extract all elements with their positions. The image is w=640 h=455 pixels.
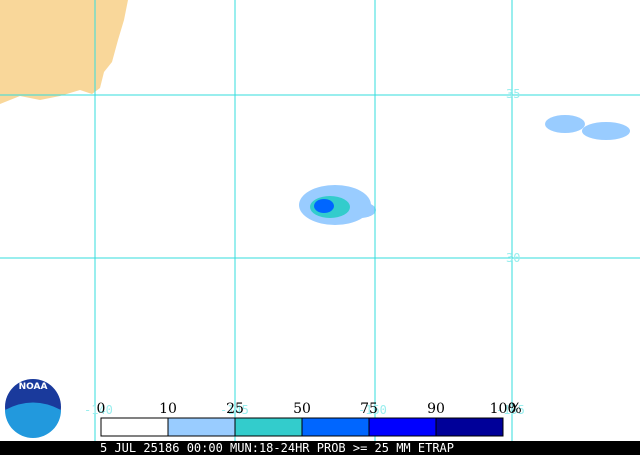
- rain-area: [344, 202, 376, 218]
- legend-label: 50: [293, 401, 311, 417]
- legend-label: 0: [97, 401, 106, 417]
- legend-swatch: [301, 417, 370, 437]
- legend-label: 25: [226, 401, 244, 417]
- lon-label: -150: [358, 403, 387, 417]
- legend: 0 10 25 50 75 90 100%: [97, 401, 522, 437]
- footer-bar: [0, 441, 640, 455]
- lon-label: -155: [496, 403, 525, 417]
- rain-area: [582, 122, 630, 140]
- rain-area: [314, 199, 334, 213]
- footer-text: 5 JUL 25186 00:00 MUN:18-24HR PROB >= 25…: [100, 441, 454, 455]
- legend-swatch: [368, 417, 437, 437]
- legend-label: 10: [159, 401, 177, 417]
- noaa-logo: NOAA: [5, 379, 61, 438]
- legend-unit: %: [508, 401, 521, 417]
- legend-swatch: [167, 417, 236, 437]
- legend-label: 90: [427, 401, 445, 417]
- lon-label: -145: [220, 403, 249, 417]
- logo-text: NOAA: [19, 382, 48, 392]
- legend-swatch: [435, 417, 504, 437]
- legend-swatch: [234, 417, 303, 437]
- rain-area: [545, 115, 585, 133]
- lat-label: 30: [506, 251, 520, 265]
- graticule: 35 30 -140 -145 -150 -155: [0, 0, 640, 441]
- lat-label: 35: [506, 87, 520, 101]
- legend-swatch: [100, 417, 169, 437]
- lon-label: -140: [84, 403, 113, 417]
- rain-areas: [299, 115, 630, 225]
- legend-label: 75: [360, 401, 378, 417]
- legend-label: 100: [490, 401, 517, 417]
- logo-wave: [5, 402, 61, 438]
- land: [0, 0, 128, 104]
